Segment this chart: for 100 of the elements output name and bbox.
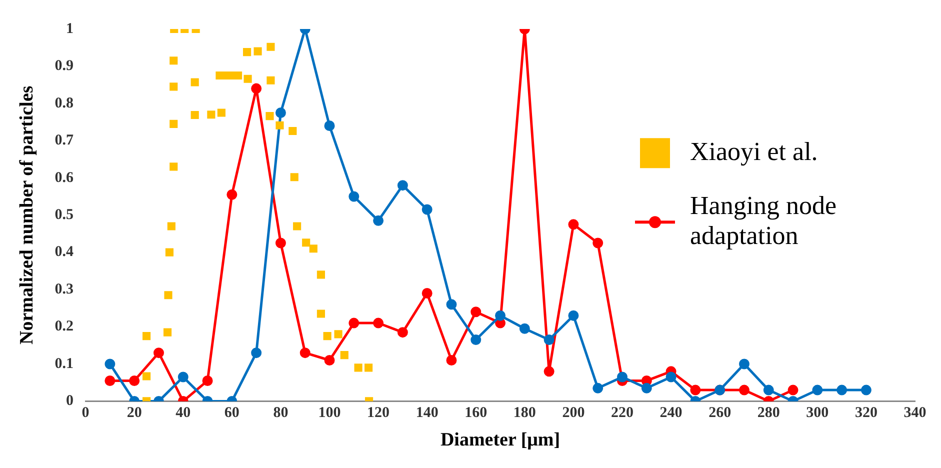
point <box>293 222 302 230</box>
point <box>568 219 579 230</box>
point <box>373 318 384 328</box>
point <box>302 238 310 247</box>
point <box>348 191 360 202</box>
x-tick-label: 300 <box>806 405 829 422</box>
y-tick-label: 0.9 <box>54 58 74 74</box>
point <box>738 358 750 370</box>
point <box>275 238 286 248</box>
point <box>288 126 297 136</box>
point <box>251 348 262 358</box>
x-tick-label: 60 <box>224 405 240 422</box>
point <box>641 382 652 394</box>
point <box>544 334 554 346</box>
point <box>373 215 384 226</box>
point <box>202 375 213 386</box>
point <box>104 375 116 386</box>
y-axis-title: Normalized number of particles <box>16 86 38 344</box>
y-tick-label: 1 <box>66 20 74 37</box>
point <box>142 372 151 380</box>
point <box>207 110 216 119</box>
x-tick-label: 220 <box>611 405 634 422</box>
x-tick-label: 100 <box>318 405 341 422</box>
x-tick-label: 320 <box>854 405 878 422</box>
point <box>251 83 262 94</box>
point <box>788 384 798 396</box>
point <box>397 327 408 338</box>
point <box>812 384 823 396</box>
point <box>446 355 457 366</box>
point <box>519 323 530 334</box>
point <box>190 78 199 86</box>
point <box>254 47 262 56</box>
y-tick-label: 0.7 <box>54 132 74 149</box>
point <box>142 332 151 340</box>
point <box>340 351 348 360</box>
point <box>190 110 199 120</box>
point <box>290 173 298 182</box>
point <box>544 366 554 377</box>
point <box>129 375 140 386</box>
point <box>422 204 432 215</box>
point <box>170 82 178 91</box>
x-tick-label: 160 <box>464 405 488 422</box>
point <box>226 189 238 200</box>
point <box>266 76 275 84</box>
point <box>334 330 342 338</box>
x-tick-label: 200 <box>562 405 585 422</box>
point <box>170 120 178 128</box>
point <box>836 384 848 396</box>
x-tick-label: 20 <box>126 405 142 422</box>
y-tick-label: 0.4 <box>54 244 74 260</box>
point <box>165 248 174 256</box>
point <box>163 328 172 336</box>
point <box>217 108 226 117</box>
x-tick-label: 260 <box>708 405 732 422</box>
point <box>316 270 326 279</box>
point <box>324 355 335 366</box>
point <box>592 238 604 248</box>
point <box>690 384 701 396</box>
point <box>446 299 457 310</box>
point <box>763 384 774 396</box>
point <box>300 348 310 358</box>
point <box>170 56 178 65</box>
point <box>324 120 335 132</box>
point <box>266 112 274 120</box>
point <box>167 222 176 230</box>
y-tick-label: 0.6 <box>54 170 74 186</box>
point <box>666 372 676 382</box>
x-tick-label: 340 <box>904 405 926 422</box>
x-tick-label: 80 <box>273 405 288 422</box>
x-tick-label: 240 <box>660 405 682 422</box>
point <box>364 364 373 372</box>
y-tick-label: 0.1 <box>54 356 74 372</box>
point <box>275 107 286 118</box>
x-tick-label: 0 <box>82 405 90 422</box>
point <box>164 291 172 300</box>
legend-label: Xiaoyi et al. <box>690 136 818 166</box>
point <box>397 180 408 191</box>
x-tick-label: 180 <box>513 405 536 422</box>
point <box>592 382 604 394</box>
point <box>104 358 116 370</box>
point <box>354 364 362 372</box>
point <box>348 318 360 328</box>
y-tick-label: 0.5 <box>54 206 74 223</box>
legend-label: Hanging node adaptation <box>690 190 837 250</box>
point <box>617 372 628 382</box>
point <box>178 372 188 382</box>
x-tick-label: 40 <box>176 405 191 422</box>
x-tick-label: 120 <box>367 405 390 422</box>
point <box>266 42 275 51</box>
point <box>243 48 252 56</box>
y-tick-label: 0.3 <box>54 281 74 298</box>
point <box>323 332 332 340</box>
point <box>860 384 872 396</box>
x-axis-title: Diameter [μm] <box>440 430 560 451</box>
point <box>422 288 432 299</box>
point <box>568 310 579 321</box>
point <box>316 310 326 318</box>
x-tick-label: 280 <box>757 405 780 422</box>
x-tick-label: 140 <box>416 405 438 422</box>
point <box>470 306 482 318</box>
